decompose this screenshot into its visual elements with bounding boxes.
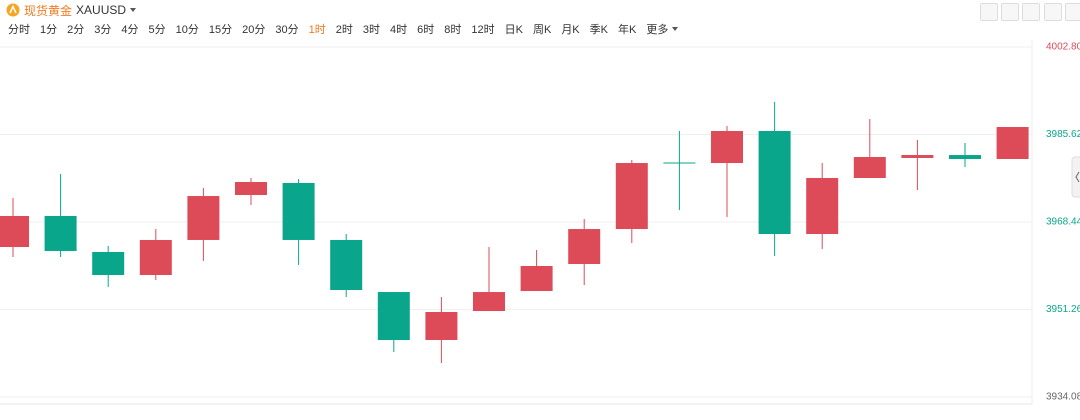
candle-body [425, 311, 458, 341]
window-group [1044, 3, 1080, 21]
period-tab[interactable]: 15分 [208, 24, 233, 36]
candle-body [615, 163, 648, 230]
symbol-header[interactable]: 现货黄金 XAUUSD [6, 2, 137, 18]
period-tab[interactable]: 分时 [8, 24, 30, 36]
period-tab[interactable]: 4时 [390, 24, 408, 36]
period-tab[interactable]: 4分 [121, 24, 139, 36]
period-tab[interactable]: 3时 [362, 24, 380, 36]
period-tab[interactable]: 5分 [148, 24, 166, 36]
candle-body [996, 127, 1029, 159]
gold-icon [6, 3, 20, 17]
candle-body [44, 215, 77, 251]
candle-body [901, 155, 934, 158]
candle-body [235, 182, 267, 196]
period-bar: 分时 1分 2分 3分 4分 5分 10分 15分 20分 30分 1时 2时 3时 4时 6时 8时 12时日… [8, 21, 688, 37]
candle-body [711, 130, 743, 164]
symbol-name: 现货黄金 [24, 3, 73, 18]
period-tab[interactable]: 周K [532, 24, 552, 36]
period-tab[interactable]: 年K [618, 24, 637, 36]
candle-body [139, 239, 172, 276]
candle-body [520, 266, 553, 292]
y-tick-label: 4002.80 [1046, 42, 1080, 53]
candle-body [806, 177, 839, 235]
y-tick-label: 3951.26 [1046, 304, 1080, 315]
period-tab[interactable]: 20分 [242, 24, 266, 36]
candle-body [0, 215, 29, 248]
candle-body [568, 229, 601, 265]
period-tab[interactable]: 1分 [40, 24, 58, 36]
expand-button[interactable] [1044, 3, 1062, 21]
tool-button[interactable] [980, 3, 998, 21]
candle-body [758, 130, 791, 235]
tool-button[interactable] [1022, 3, 1040, 21]
candle-body [282, 182, 315, 240]
tool-group [980, 3, 1040, 21]
period-tab[interactable]: 2时 [335, 24, 353, 36]
dropdown-caret [130, 8, 137, 12]
tool-button[interactable] [1001, 3, 1019, 21]
candle-body [949, 155, 981, 159]
y-tick-label: 3968.44 [1046, 217, 1080, 228]
symbol-code: XAUUSD [76, 3, 127, 17]
side-tab-arrow [1075, 171, 1080, 183]
y-tick-label: 3934.08 [1046, 392, 1080, 403]
period-tab[interactable]: 2分 [67, 24, 85, 36]
candle-body [663, 162, 696, 164]
period-tab[interactable]: 1时 [308, 24, 326, 36]
candle-body [377, 292, 410, 341]
period-tab[interactable]: 月K [561, 24, 580, 36]
candle-body [92, 251, 125, 276]
period-tab[interactable]: 10分 [175, 24, 199, 36]
period-tab[interactable]: 更多 [646, 21, 679, 37]
close-button[interactable] [1065, 3, 1080, 21]
candle-body [187, 196, 220, 240]
candle-body [853, 157, 886, 178]
y-tick-label: 3985.62 [1046, 129, 1080, 140]
more-caret [672, 27, 679, 31]
period-tab[interactable]: 30分 [275, 24, 299, 36]
period-tab[interactable]: 日K [504, 24, 523, 36]
period-tab[interactable]: 3分 [94, 24, 112, 36]
candle-body [473, 292, 505, 312]
period-tab[interactable]: 8时 [444, 24, 462, 36]
period-tab[interactable]: 季K [589, 24, 608, 36]
candle-body [330, 239, 363, 290]
period-tab[interactable]: 12时 [471, 24, 495, 36]
period-tab[interactable]: 6时 [417, 24, 435, 36]
